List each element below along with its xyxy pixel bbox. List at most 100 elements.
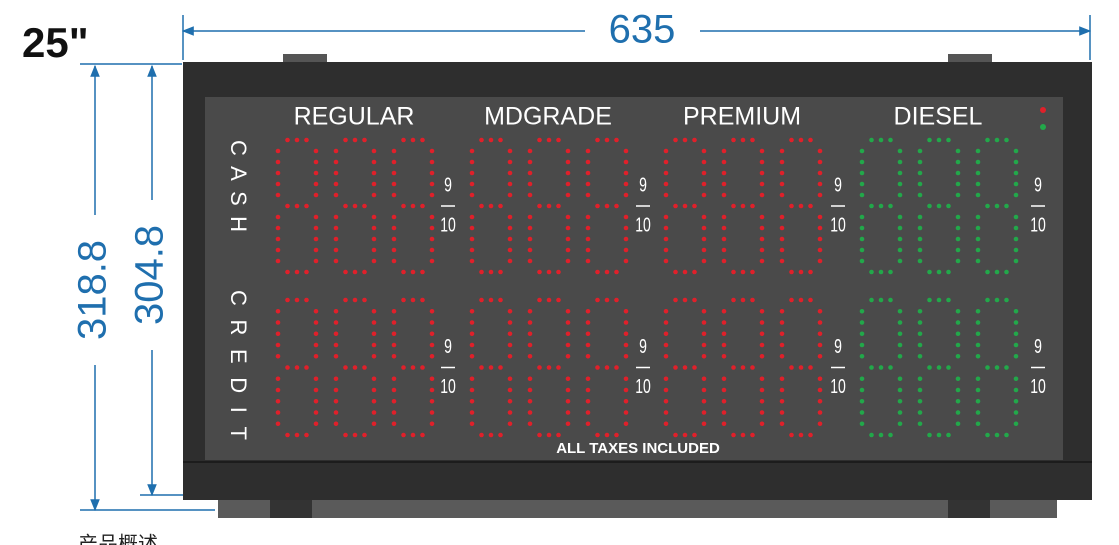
led bbox=[429, 214, 435, 220]
led bbox=[623, 421, 629, 427]
led bbox=[565, 342, 571, 348]
stand bbox=[218, 498, 1057, 518]
led bbox=[869, 269, 874, 275]
led bbox=[429, 421, 435, 427]
led bbox=[859, 192, 865, 198]
led bbox=[817, 236, 823, 242]
led bbox=[294, 137, 300, 143]
led bbox=[701, 258, 707, 264]
led bbox=[595, 365, 600, 370]
led bbox=[955, 308, 961, 314]
led bbox=[285, 203, 290, 209]
led bbox=[275, 342, 281, 348]
led bbox=[701, 342, 707, 348]
led bbox=[663, 353, 669, 359]
led bbox=[352, 269, 358, 275]
led bbox=[304, 297, 309, 303]
led bbox=[401, 297, 406, 303]
led bbox=[897, 421, 903, 427]
led bbox=[313, 181, 319, 187]
led bbox=[429, 247, 435, 253]
fraction-num: 9 bbox=[1034, 173, 1042, 196]
led bbox=[507, 247, 513, 253]
led bbox=[391, 320, 397, 325]
led bbox=[410, 137, 416, 143]
led bbox=[869, 365, 874, 370]
led bbox=[285, 137, 290, 143]
led bbox=[565, 214, 571, 220]
led bbox=[917, 342, 923, 348]
led bbox=[479, 365, 484, 370]
led bbox=[527, 236, 533, 242]
led bbox=[304, 137, 309, 143]
led bbox=[585, 376, 591, 382]
led bbox=[275, 236, 281, 242]
led bbox=[469, 410, 475, 415]
led bbox=[304, 203, 309, 209]
led bbox=[1013, 353, 1019, 359]
led bbox=[313, 247, 319, 253]
led bbox=[701, 331, 707, 337]
led bbox=[556, 137, 561, 143]
led bbox=[275, 192, 281, 198]
led bbox=[410, 432, 416, 438]
led bbox=[585, 181, 591, 187]
led bbox=[975, 192, 981, 198]
led bbox=[955, 353, 961, 359]
led bbox=[343, 203, 348, 209]
led bbox=[789, 269, 794, 275]
led bbox=[371, 353, 377, 359]
led bbox=[817, 192, 823, 198]
fraction-den: 10 bbox=[830, 374, 846, 397]
led bbox=[479, 203, 484, 209]
led bbox=[955, 410, 961, 415]
led bbox=[869, 137, 874, 143]
led bbox=[604, 432, 610, 438]
led bbox=[371, 308, 377, 314]
led bbox=[507, 181, 513, 187]
led bbox=[362, 297, 367, 303]
led bbox=[975, 170, 981, 176]
led bbox=[546, 432, 552, 438]
led bbox=[623, 353, 629, 359]
led bbox=[798, 432, 804, 438]
led bbox=[817, 247, 823, 253]
led bbox=[897, 258, 903, 264]
led bbox=[527, 320, 533, 325]
led bbox=[888, 365, 893, 370]
led bbox=[565, 421, 571, 427]
led bbox=[391, 387, 397, 393]
led bbox=[1004, 203, 1009, 209]
led bbox=[917, 398, 923, 404]
led bbox=[859, 308, 865, 314]
led bbox=[371, 236, 377, 242]
led bbox=[585, 225, 591, 231]
led bbox=[779, 376, 785, 382]
led bbox=[701, 181, 707, 187]
led bbox=[1004, 297, 1009, 303]
led bbox=[975, 159, 981, 165]
led bbox=[623, 376, 629, 382]
led bbox=[994, 137, 1000, 143]
led bbox=[565, 159, 571, 165]
led bbox=[682, 365, 688, 370]
led bbox=[429, 258, 435, 264]
led bbox=[759, 376, 765, 382]
led bbox=[604, 203, 610, 209]
led bbox=[391, 181, 397, 187]
led bbox=[429, 308, 435, 314]
led bbox=[789, 137, 794, 143]
led bbox=[946, 269, 951, 275]
led bbox=[985, 269, 990, 275]
fraction-den: 10 bbox=[635, 213, 651, 236]
led bbox=[859, 421, 865, 427]
led bbox=[420, 203, 425, 209]
led bbox=[1013, 214, 1019, 220]
led bbox=[537, 365, 542, 370]
led bbox=[527, 308, 533, 314]
led bbox=[429, 410, 435, 415]
led bbox=[275, 148, 281, 154]
led bbox=[429, 236, 435, 242]
led bbox=[897, 192, 903, 198]
indicator bbox=[1040, 124, 1046, 130]
